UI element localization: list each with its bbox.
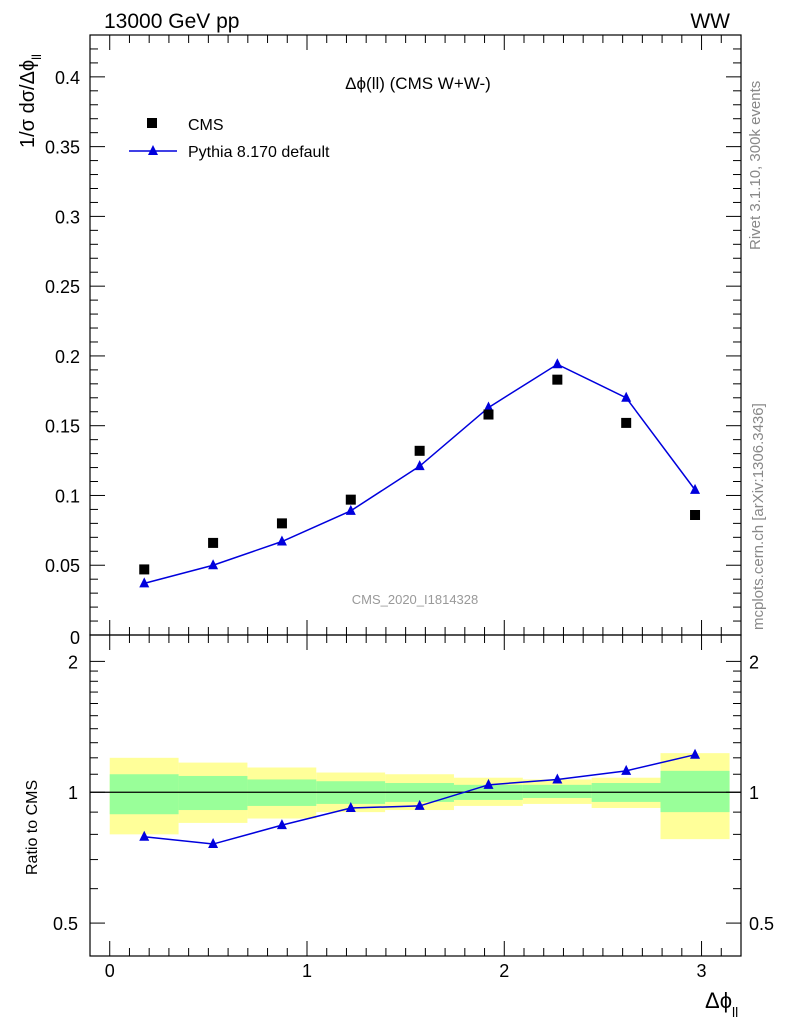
ratio-y-tick-label-right: 2 <box>749 652 759 672</box>
cms-data-point <box>276 518 287 529</box>
cms-data-point <box>690 510 701 520</box>
data-series <box>139 358 701 849</box>
header-left: 13000 GeV pp <box>104 10 239 33</box>
main-y-tick-label: 0.05 <box>45 556 80 576</box>
ratio-band-inner <box>522 784 592 798</box>
header-right: WW <box>690 10 730 33</box>
x-tick-label: 3 <box>697 961 707 981</box>
pythia-point <box>345 504 356 515</box>
ratio-uncertainty-bands <box>90 753 741 840</box>
cms-data-point <box>414 445 425 456</box>
ratio-point <box>208 838 219 849</box>
main-y-tick-label: 0.1 <box>55 486 80 506</box>
analysis-watermark: CMS_2020_I1814328 <box>352 592 479 607</box>
mcplots-label: mcplots.cern.ch [arXiv:1306.3436] <box>750 403 767 630</box>
plot-title: Δϕ(ll) (CMS W+W-) <box>345 74 491 93</box>
cms-data-point <box>621 417 632 428</box>
legend: CMS Pythia 8.170 default <box>129 117 330 161</box>
legend-cms-label: CMS <box>188 117 224 134</box>
ratio-y-tick-label-left: 0.5 <box>53 914 78 934</box>
ratio-point <box>414 799 425 810</box>
main-y-tick-label: 0.35 <box>45 138 80 158</box>
ratio-y-tick-label-right: 1 <box>749 783 759 803</box>
ratio-point <box>621 764 632 775</box>
cms-data-point <box>208 537 219 548</box>
x-tick-label: 0 <box>105 961 115 981</box>
axis-ticks <box>90 34 742 956</box>
legend-pythia-marker <box>148 145 158 155</box>
pythia-point <box>690 483 701 494</box>
ratio-point <box>139 830 150 841</box>
ratio-band-inner <box>178 775 248 811</box>
pythia-point <box>621 391 632 402</box>
main-y-zero-label: 0 <box>70 628 80 648</box>
ratio-point <box>690 748 701 759</box>
pythia-point <box>414 460 425 471</box>
ratio-plot-frame <box>89 634 742 957</box>
legend-cms-marker <box>147 118 157 128</box>
cms-data-point <box>483 409 494 420</box>
axis-tick-labels: 0.05 0.1 0.15 0.2 0.25 0.3 0.35 0.4 0 1 2 3 0.5 0.5 1 1… <box>45 68 774 981</box>
x-axis-label: Δϕll <box>705 988 738 1020</box>
x-tick-label: 2 <box>499 961 509 981</box>
ratio-point <box>552 773 563 784</box>
x-tick-label: 1 <box>302 961 312 981</box>
ratio-band-inner <box>109 774 179 815</box>
ratio-y-tick-label-left: 2 <box>68 652 78 672</box>
main-y-axis-label: 1/σ dσ/Δϕll <box>17 54 44 148</box>
main-y-tick-label: 0.15 <box>45 417 80 437</box>
legend-pythia-label: Pythia 8.170 default <box>188 144 330 161</box>
rivet-label: Rivet 3.1.10, 300k events <box>747 81 764 250</box>
main-y-tick-label: 0.25 <box>45 277 80 297</box>
pythia-point <box>276 535 287 546</box>
ratio-point <box>483 778 494 789</box>
ratio-y-tick-label-right: 0.5 <box>749 914 774 934</box>
pythia-point <box>208 559 219 570</box>
ratio-point <box>345 801 356 812</box>
main-y-tick-label: 0.4 <box>55 68 80 88</box>
pythia-point <box>483 401 494 412</box>
ratio-band-inner <box>660 770 730 813</box>
cms-data-point <box>552 374 563 385</box>
main-y-tick-label: 0.2 <box>55 347 80 367</box>
cms-data-point <box>345 494 356 505</box>
main-y-tick-label: 0.3 <box>55 207 80 227</box>
pythia-point <box>552 358 563 369</box>
ratio-y-axis-label: Ratio to CMS <box>24 780 41 875</box>
ratio-point <box>276 819 287 830</box>
cms-data-point <box>139 564 150 575</box>
pythia-point <box>139 577 150 588</box>
ratio-y-tick-label-left: 1 <box>68 783 78 803</box>
pythia-line <box>144 363 696 585</box>
